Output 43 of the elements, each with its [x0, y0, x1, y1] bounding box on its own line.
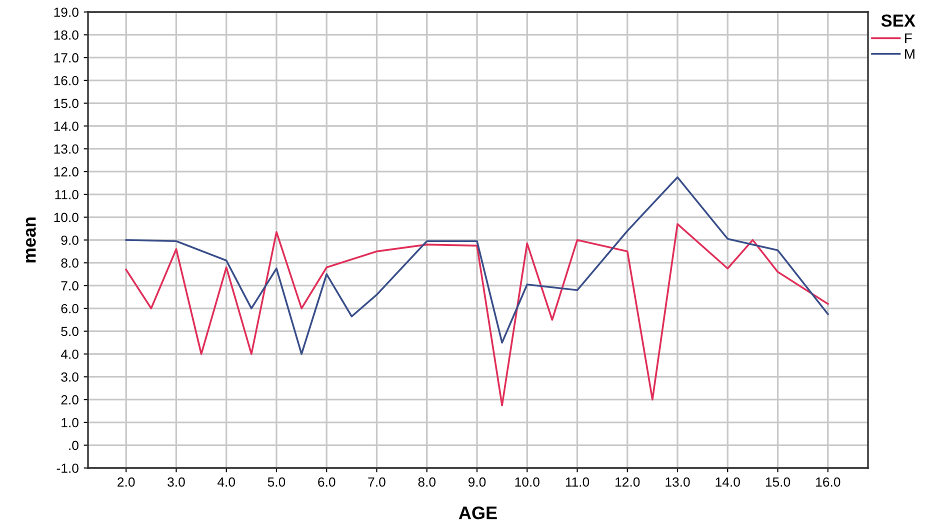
- y-tick-label: 6.0: [61, 304, 78, 314]
- y-tick-label: 12.0: [54, 167, 78, 177]
- x-tick-label: 16.0: [816, 477, 840, 487]
- y-tick-label: .0: [69, 440, 78, 450]
- y-tick-label: 13.0: [54, 144, 78, 154]
- legend-label: F: [905, 33, 912, 44]
- x-tick-label: 13.0: [666, 477, 690, 487]
- y-axis-title: mean: [26, 218, 36, 262]
- y-tick-label: 7.0: [61, 281, 78, 291]
- y-tick-label: 4.0: [60, 350, 78, 359]
- y-tick-label: 9.0: [61, 236, 78, 245]
- x-tick-label: 8.0: [418, 477, 436, 487]
- y-tick-label: 2.0: [61, 395, 78, 405]
- legend-label: M: [905, 49, 914, 59]
- x-tick-label: 3.0: [168, 477, 185, 487]
- y-tick-label: 3.0: [61, 372, 78, 382]
- x-tick-label: 12.0: [616, 477, 640, 487]
- x-tick-label: 11.0: [566, 477, 590, 487]
- y-tick-label: 16.0: [54, 76, 78, 86]
- line-series: [125, 176, 829, 355]
- x-tick-label: 7.0: [368, 477, 386, 487]
- y-tick-label: 17.0: [54, 53, 78, 63]
- y-tick-label: 19.0: [54, 8, 78, 17]
- y-tick-label: 11.0: [55, 190, 78, 200]
- line-series: [125, 223, 829, 406]
- x-axis-title: AGE: [458, 506, 497, 520]
- x-tick-label: 6.0: [318, 477, 336, 487]
- y-tick-label: 15.0: [54, 98, 78, 108]
- y-tick-label: 14.0: [54, 122, 78, 131]
- legend-title: SEX: [881, 14, 916, 27]
- y-tick-label: -1.0: [56, 464, 78, 473]
- x-tick-label: 15.0: [766, 477, 790, 487]
- x-tick-label: 5.0: [268, 477, 286, 487]
- y-tick-label: 8.0: [61, 258, 78, 268]
- y-tick-label: 5.0: [61, 326, 78, 336]
- x-tick-label: 2.0: [118, 477, 135, 487]
- x-tick-label: 9.0: [468, 477, 486, 487]
- x-tick-label: 4.0: [217, 477, 236, 487]
- y-tick-label: 1.0: [62, 418, 78, 428]
- y-tick-label: 18.0: [54, 30, 78, 40]
- x-tick-label: 10.0: [515, 477, 540, 487]
- x-tick-label: 14.0: [716, 477, 740, 487]
- y-tick-label: 10.0: [54, 212, 78, 222]
